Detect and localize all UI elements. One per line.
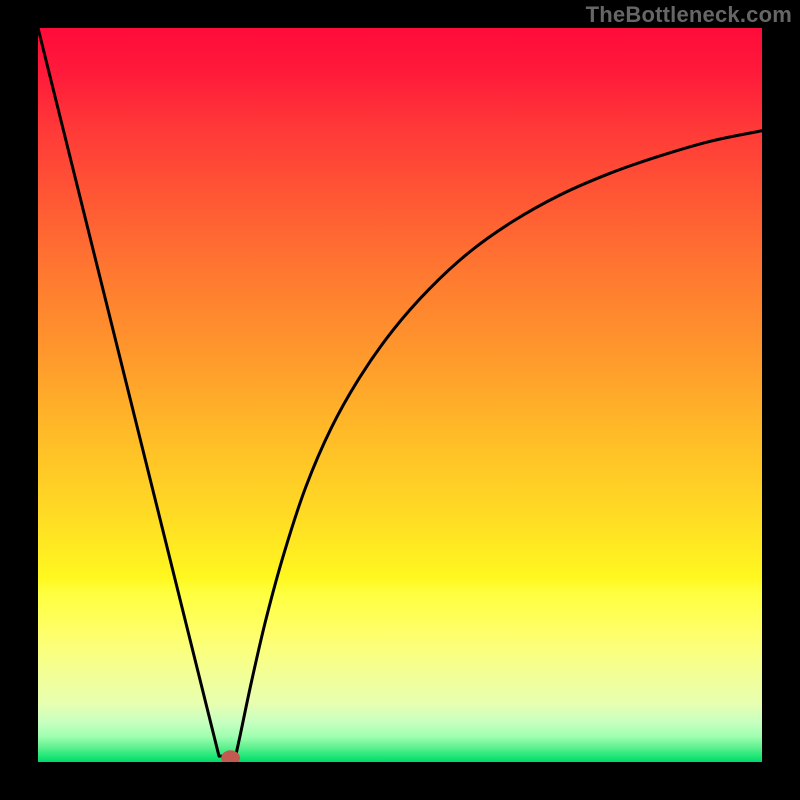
gradient-background: [38, 28, 762, 762]
plot-svg: [38, 28, 762, 762]
watermark-text: TheBottleneck.com: [586, 2, 792, 28]
plot-area: [38, 28, 762, 762]
chart-frame: TheBottleneck.com: [0, 0, 800, 800]
